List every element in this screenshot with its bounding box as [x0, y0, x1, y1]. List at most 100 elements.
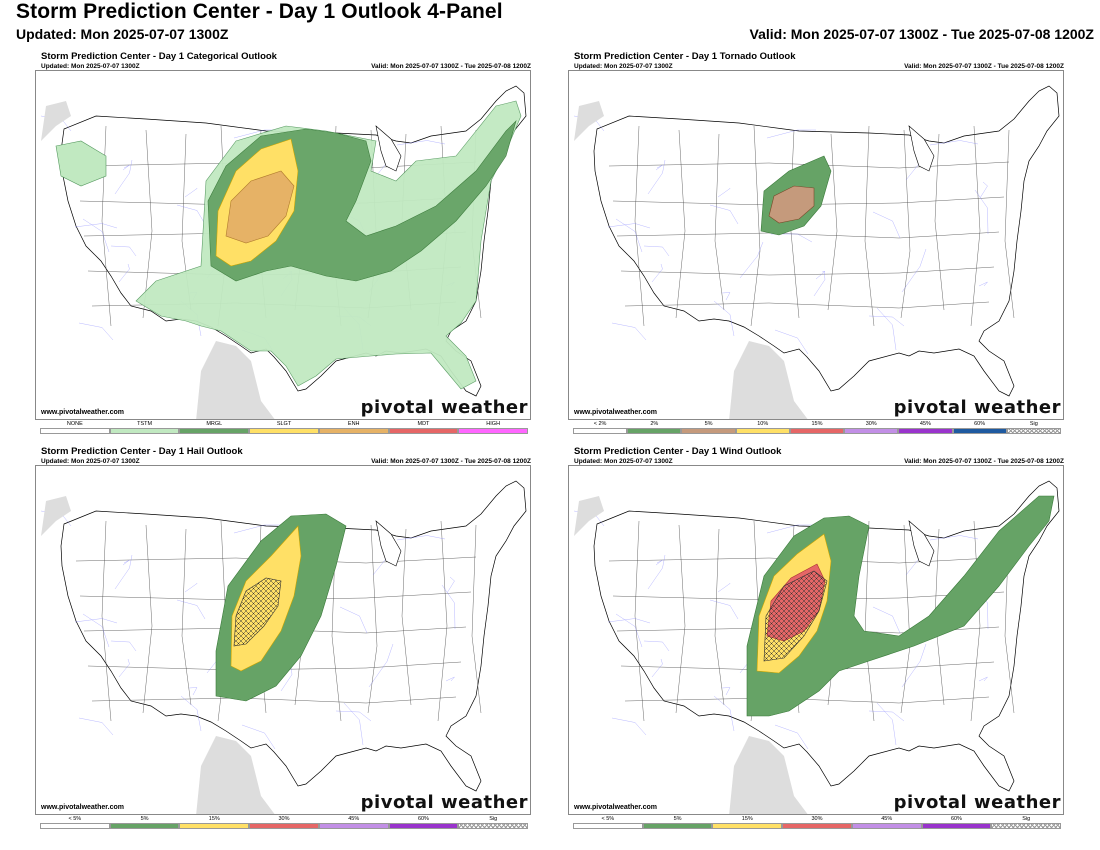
highway-line [339, 606, 368, 634]
highway-line [717, 583, 731, 593]
outlook-map: www.pivotalweather.com pivotal weather [35, 70, 531, 420]
panel-title: Storm Prediction Center - Day 1 Categori… [41, 51, 277, 62]
legend-swatch [952, 428, 1007, 434]
state-border [608, 161, 1010, 169]
highway-line [233, 524, 283, 534]
panel-valid: Valid: Mon 2025-07-07 1300Z - Tue 2025-0… [904, 458, 1064, 465]
legend-swatch [573, 428, 628, 434]
highway-line [343, 702, 364, 746]
panel-valid: Valid: Mon 2025-07-07 1300Z - Tue 2025-0… [371, 63, 531, 70]
outlook-map: www.pivotalweather.com pivotal weather [35, 465, 531, 815]
legend-swatch [458, 428, 529, 434]
state-border [437, 520, 448, 722]
map-canvas [40, 480, 527, 814]
state-borders [608, 125, 1015, 327]
legend-swatch [249, 823, 319, 829]
panel-title: Storm Prediction Center - Day 1 Tornado … [574, 51, 796, 62]
great-lakes [908, 125, 935, 172]
highway-line [611, 322, 647, 341]
legend-swatch [388, 823, 459, 829]
highway-line [717, 188, 731, 198]
highway-line [280, 665, 293, 692]
highway-line [766, 524, 816, 534]
highway-line [643, 245, 670, 257]
state-border [87, 661, 462, 671]
highway-line [979, 181, 988, 199]
panel-title: Storm Prediction Center - Day 1 Wind Out… [574, 446, 782, 457]
state-border [612, 196, 1005, 206]
legend-item: 45% [898, 421, 953, 434]
state-border [91, 696, 457, 704]
legend-item: < 5% [573, 816, 643, 829]
highway-line [643, 640, 670, 652]
legend-swatch [388, 428, 459, 434]
highway-line [74, 223, 118, 229]
valid-time: Valid: Mon 2025-07-07 1300Z - Tue 2025-0… [749, 26, 1094, 42]
highway-line [176, 204, 206, 225]
highway-line [184, 583, 198, 593]
highway-line [82, 218, 110, 253]
state-border [624, 696, 990, 704]
highway-line [114, 159, 133, 195]
highways [573, 115, 989, 355]
legend-item: 30% [249, 816, 319, 829]
panel-valid: Valid: Mon 2025-07-07 1300Z - Tue 2025-0… [904, 63, 1064, 70]
mexico-region [196, 736, 275, 814]
highway-line [180, 695, 202, 732]
highway-line [615, 613, 643, 648]
highway-line [655, 164, 663, 171]
highway-line [978, 281, 988, 287]
legend-item: 60% [388, 816, 459, 829]
highway-line [876, 307, 897, 351]
state-border [471, 524, 482, 714]
highway-line [739, 241, 764, 279]
legend-item: 30% [782, 816, 852, 829]
highway-line [872, 606, 901, 634]
canada-region [574, 496, 604, 536]
panel-updated: Updated: Mon 2025-07-07 1300Z [574, 458, 673, 465]
highway-line [78, 322, 114, 341]
legend-item: 60% [952, 421, 1007, 434]
highway-line [118, 263, 130, 283]
highway-line [901, 248, 927, 293]
great-lakes [375, 520, 402, 567]
state-border [142, 524, 153, 714]
canada-region [41, 101, 71, 141]
highway-line [974, 189, 989, 235]
hail-sig-area [233, 577, 282, 647]
highway-line [647, 554, 666, 590]
legend-item: MRGL [179, 421, 250, 434]
mexico-region [729, 736, 808, 814]
state-border [634, 520, 645, 722]
legend-swatch [789, 428, 845, 434]
state-border [181, 528, 192, 706]
highway-line [74, 618, 118, 624]
legend-swatch [109, 823, 180, 829]
legend-bar: < 5% 5% 15% 30% 45% 60% Sig [573, 816, 1062, 829]
legend-swatch [991, 823, 1062, 829]
panel-tornado: Storm Prediction Center - Day 1 Tornado … [568, 48, 1064, 436]
highway-line [118, 658, 130, 678]
highway-line [607, 618, 651, 624]
highway-line [647, 159, 666, 195]
mexico-region [196, 341, 275, 419]
highway-line [774, 329, 809, 355]
legend-bar: < 2% 2% 5% 10% 15% 30% 45% 60% Sig [573, 421, 1061, 434]
legend-swatch [627, 428, 682, 434]
enh-area [225, 170, 295, 244]
legend-swatch [712, 823, 783, 829]
site-url: www.pivotalweather.com [41, 804, 124, 811]
state-border [675, 129, 686, 319]
state-border [624, 301, 990, 309]
state-border [620, 266, 995, 276]
outlook-map: www.pivotalweather.com pivotal weather [568, 465, 1064, 815]
legend-item: 30% [844, 421, 899, 434]
panel-title: Storm Prediction Center - Day 1 Hail Out… [41, 446, 243, 457]
highway-line [901, 643, 927, 688]
state-border [1004, 129, 1015, 319]
highway-line [446, 576, 455, 594]
state-border [714, 133, 725, 311]
panel-updated: Updated: Mon 2025-07-07 1300Z [41, 458, 140, 465]
legend-item: Sig [1006, 421, 1061, 434]
highway-line [651, 658, 663, 678]
